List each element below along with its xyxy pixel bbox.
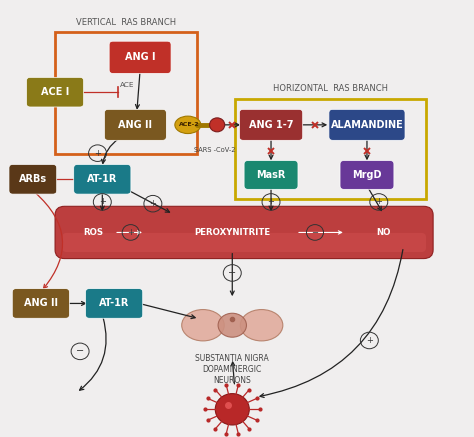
Text: +: + — [366, 336, 373, 345]
Ellipse shape — [182, 309, 224, 341]
Text: ACE-2: ACE-2 — [179, 122, 199, 127]
Text: ANG II: ANG II — [24, 298, 58, 309]
FancyBboxPatch shape — [329, 109, 405, 140]
Text: −: − — [76, 347, 84, 356]
Circle shape — [215, 394, 249, 425]
FancyBboxPatch shape — [55, 206, 433, 259]
Circle shape — [210, 118, 225, 132]
Text: +: + — [127, 228, 134, 237]
FancyBboxPatch shape — [74, 164, 131, 194]
Text: ANG II: ANG II — [118, 120, 152, 130]
Ellipse shape — [240, 309, 283, 341]
Text: SUBSTANTIA NIGRA
DOPAMINERGIC
NEURONS: SUBSTANTIA NIGRA DOPAMINERGIC NEURONS — [195, 354, 269, 385]
Text: AT-1R: AT-1R — [87, 174, 118, 184]
Text: MasR: MasR — [256, 170, 286, 180]
Text: ARBs: ARBs — [19, 174, 47, 184]
FancyBboxPatch shape — [85, 288, 143, 318]
FancyBboxPatch shape — [27, 77, 83, 107]
Text: ROS: ROS — [83, 228, 103, 237]
FancyBboxPatch shape — [239, 109, 303, 140]
Ellipse shape — [175, 116, 201, 134]
Text: ANG 1-7: ANG 1-7 — [249, 120, 293, 130]
Text: −: − — [228, 268, 237, 278]
FancyBboxPatch shape — [62, 233, 426, 252]
Text: NO: NO — [376, 228, 391, 237]
FancyBboxPatch shape — [104, 109, 166, 140]
FancyBboxPatch shape — [109, 41, 171, 73]
Text: +: + — [94, 149, 101, 158]
Text: +: + — [99, 198, 106, 206]
Text: HORIZONTAL  RAS BRANCH: HORIZONTAL RAS BRANCH — [273, 84, 388, 94]
Text: ANG I: ANG I — [125, 52, 155, 62]
Text: VERTICAL  RAS BRANCH: VERTICAL RAS BRANCH — [76, 18, 176, 27]
FancyBboxPatch shape — [9, 164, 57, 194]
Text: MrgD: MrgD — [352, 170, 382, 180]
Text: SARS -CoV-2: SARS -CoV-2 — [194, 147, 236, 153]
Text: −: − — [311, 228, 319, 237]
Text: +: + — [149, 199, 156, 208]
FancyBboxPatch shape — [244, 160, 298, 189]
Text: PEROXYNITRITE: PEROXYNITRITE — [194, 228, 270, 237]
Text: ALAMANDINE: ALAMANDINE — [330, 120, 403, 130]
Text: ACE: ACE — [120, 82, 135, 88]
FancyBboxPatch shape — [340, 160, 394, 189]
Ellipse shape — [218, 313, 246, 337]
Text: ACE I: ACE I — [41, 87, 69, 97]
Text: +: + — [375, 198, 382, 206]
FancyBboxPatch shape — [12, 288, 70, 318]
Text: AT-1R: AT-1R — [99, 298, 129, 309]
Text: +: + — [268, 198, 274, 206]
